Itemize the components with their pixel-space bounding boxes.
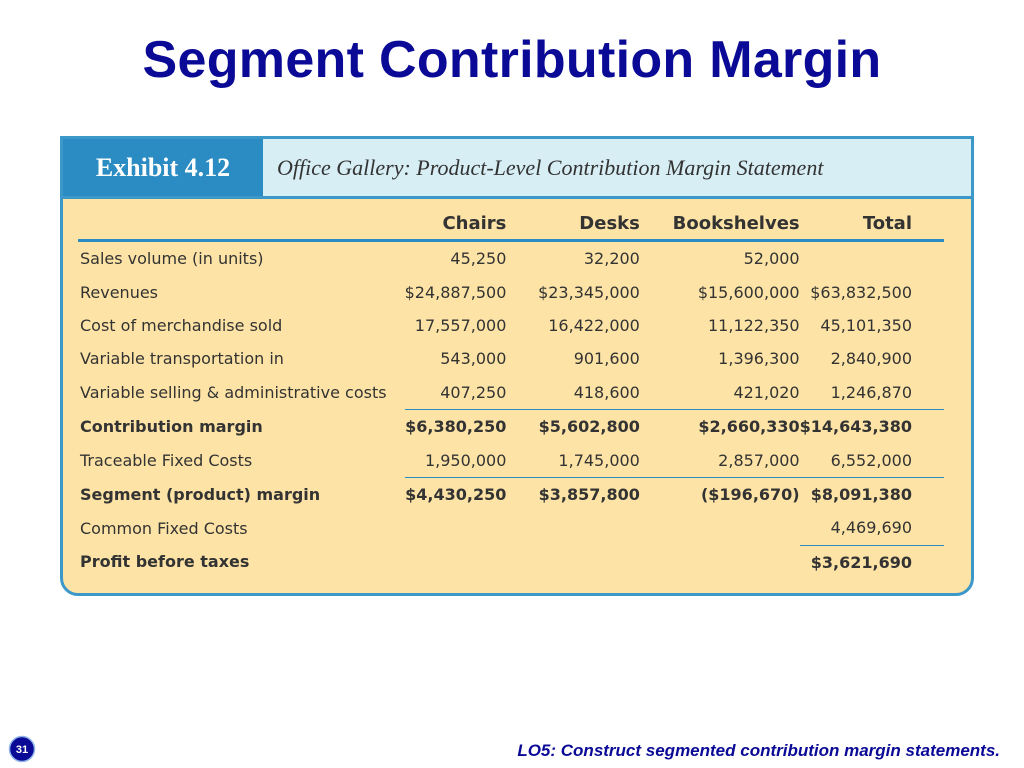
cell-total: [800, 241, 944, 276]
cell-chairs: $6,380,250: [404, 408, 527, 444]
row-label: Contribution margin: [80, 416, 263, 436]
cell-desks: $5,602,800: [526, 408, 662, 444]
cell-bookshelves: [662, 511, 800, 545]
cell-bookshelves: 52,000: [743, 249, 800, 269]
cell-desks: 32,200: [583, 249, 640, 269]
table-row: Traceable Fixed Costs 1,950,000 1,745,000 2…: [78, 443, 944, 477]
cell-bookshelves: $15,600,000: [697, 282, 800, 302]
column-header-bookshelves: Bookshelves: [661, 207, 800, 242]
cell-chairs: [405, 511, 527, 545]
table-row: Common Fixed Costs 4,469,690: [78, 511, 944, 545]
cell-total: $3,621,690: [799, 544, 944, 579]
cell-chairs: $4,430,250: [404, 476, 527, 512]
cell-desks: $3,857,800: [526, 476, 662, 512]
slide-number-badge: 31: [8, 735, 36, 763]
table-row: Segment (product) margin $4,430,250 $3,857…: [78, 476, 944, 512]
cell-chairs: 17,557,000: [414, 315, 507, 335]
column-header-label: [78, 207, 405, 242]
row-label: Variable transportation in: [80, 349, 284, 369]
slide-number: 31: [16, 744, 28, 756]
cell-chairs: $24,887,500: [404, 282, 507, 302]
row-label: Revenues: [80, 282, 159, 302]
table-row: Cost of merchandise sold 17,557,000 16,422…: [78, 309, 944, 342]
cell-total: 6,552,000: [830, 450, 912, 470]
cell-chairs: 407,250: [440, 382, 507, 402]
cell-bookshelves: 2,857,000: [718, 450, 800, 470]
table-row: Revenues $24,887,500 $23,345,000 $15,600,00…: [78, 275, 944, 308]
exhibit-header: Exhibit 4.12 Office Gallery: Product-Lev…: [63, 139, 971, 199]
table-row: Variable transportation in 543,000 901,600…: [78, 342, 944, 375]
cell-desks: 1,745,000: [558, 450, 640, 470]
exhibit-caption: Office Gallery: Product-Level Contributi…: [277, 155, 824, 180]
cell-chairs: 45,250: [450, 249, 507, 269]
footer-learning-objective: LO5: Construct segmented contribution ma…: [517, 741, 1000, 760]
row-label: Segment (product) margin: [80, 484, 321, 504]
exhibit-tag: Exhibit 4.12: [63, 139, 263, 196]
table-header-row: Chairs Desks Bookshelves Total: [78, 207, 944, 242]
column-header-chairs: Chairs: [404, 207, 527, 242]
row-label: Variable selling & administrative costs: [80, 383, 387, 402]
table-row: Variable selling & administrative costs 4…: [78, 376, 944, 410]
exhibit-panel: Exhibit 4.12 Office Gallery: Product-Lev…: [60, 136, 974, 596]
cell-bookshelves: [662, 545, 800, 579]
table-row: Sales volume (in units) 45,250 32,200 52,00…: [78, 241, 944, 276]
slide-title: Segment Contribution Margin: [142, 31, 882, 89]
cell-chairs: 543,000: [440, 349, 507, 369]
row-label: Traceable Fixed Costs: [80, 450, 253, 470]
table-row: Contribution margin $6,380,250 $5,602,800 $…: [78, 408, 944, 444]
cell-desks: 418,600: [573, 382, 640, 402]
cell-bookshelves: $2,660,330: [661, 408, 800, 444]
cell-desks: [526, 511, 661, 545]
statement-table-wrap: Chairs Desks Bookshelves Total Sales vol…: [78, 207, 944, 579]
cell-total: 2,840,900: [830, 349, 912, 369]
cell-bookshelves: 1,396,300: [718, 349, 800, 369]
cell-total: $14,643,380: [799, 408, 944, 444]
table-row: Profit before taxes $3,621,690: [78, 544, 944, 579]
row-label: Common Fixed Costs: [80, 518, 248, 538]
cell-bookshelves: 421,020: [733, 382, 800, 402]
row-label: Sales volume (in units): [80, 249, 264, 269]
cell-total: $8,091,380: [799, 476, 944, 512]
column-header-desks: Desks: [526, 207, 662, 242]
table-body: Sales volume (in units) 45,250 32,200 52,00…: [78, 241, 944, 579]
cell-desks: $23,345,000: [538, 282, 640, 302]
cell-bookshelves: ($196,670): [661, 476, 800, 512]
cell-total: 4,469,690: [830, 518, 912, 538]
cell-bookshelves: 11,122,350: [708, 315, 800, 335]
cell-desks: [526, 545, 661, 579]
contribution-margin-table: Chairs Desks Bookshelves Total Sales vol…: [78, 207, 944, 579]
column-header-total: Total: [799, 207, 944, 242]
cell-total: 45,101,350: [820, 315, 912, 335]
cell-desks: 901,600: [573, 349, 640, 369]
cell-chairs: [405, 545, 527, 579]
cell-desks: 16,422,000: [548, 315, 640, 335]
cell-total: 1,246,870: [830, 382, 912, 402]
row-label: Profit before taxes: [80, 552, 250, 572]
cell-total: $63,832,500: [810, 282, 912, 302]
cell-chairs: 1,950,000: [424, 450, 507, 470]
row-label: Cost of merchandise sold: [80, 315, 283, 335]
